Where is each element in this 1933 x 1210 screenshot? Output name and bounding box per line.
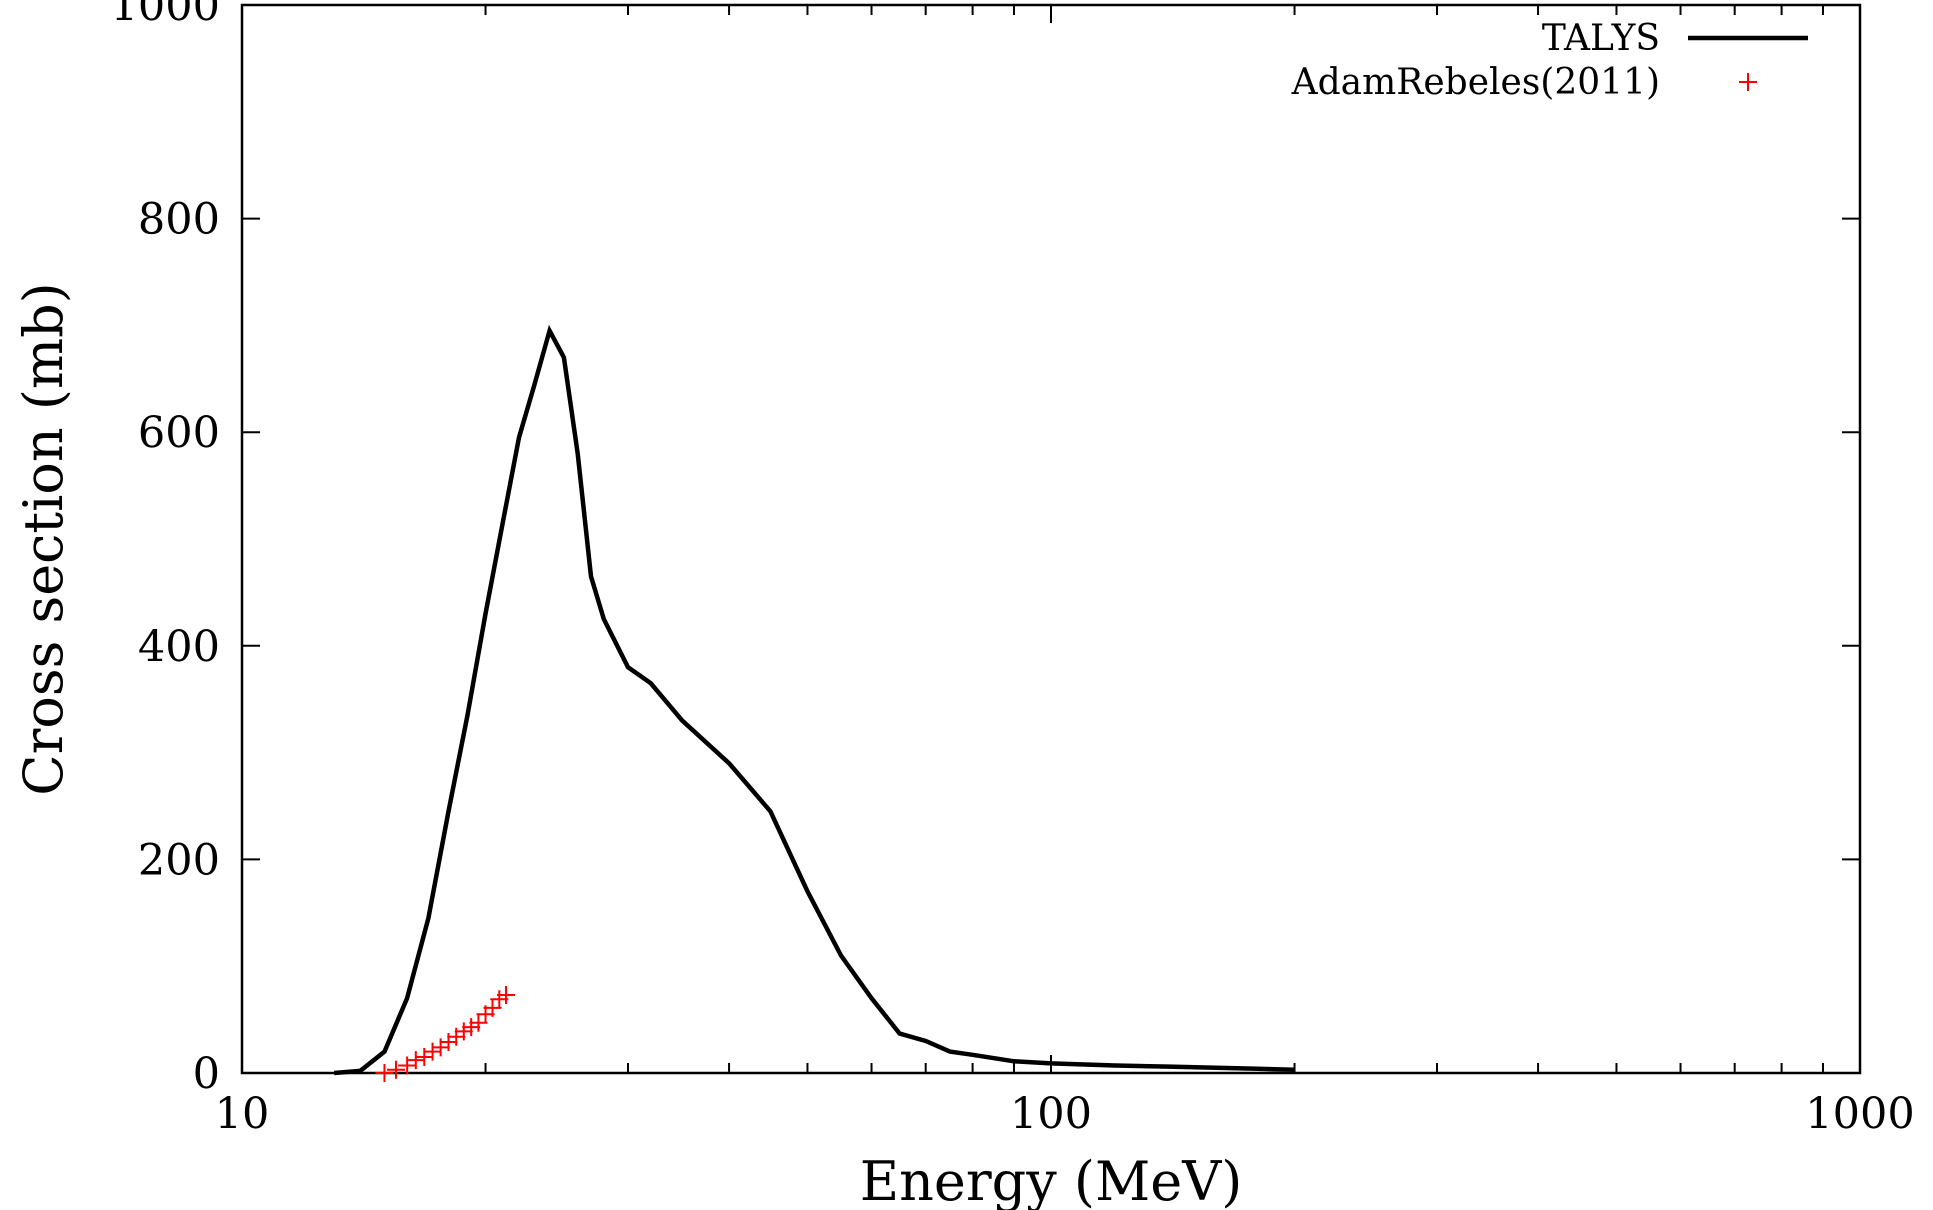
x-tick-label: 10 xyxy=(215,1089,270,1139)
y-tick-label: 800 xyxy=(138,195,220,245)
data-point-marker xyxy=(454,1022,473,1041)
y-tick-label: 400 xyxy=(138,622,220,672)
axis-ticks xyxy=(241,4,1861,1074)
data-point-marker xyxy=(406,1051,425,1070)
y-tick-label: 200 xyxy=(138,835,220,885)
legend-marker-sample xyxy=(1739,73,1757,91)
x-axis-title: Energy (MeV) xyxy=(860,1150,1243,1210)
y-tick-label: 600 xyxy=(138,408,220,458)
series-line-talys xyxy=(334,324,1295,1076)
x-tick-label: 1000 xyxy=(1805,1089,1914,1139)
y-axis-title: Cross section (mb) xyxy=(12,282,75,795)
data-point-marker xyxy=(375,1064,394,1082)
data-point-marker xyxy=(469,1013,488,1032)
y-tick-label: 1000 xyxy=(111,0,220,31)
data-point-marker xyxy=(462,1018,481,1037)
legend-label: TALYS xyxy=(1542,18,1660,59)
plot-frame xyxy=(240,3,1862,1075)
y-tick-label: 0 xyxy=(193,1049,220,1099)
data-point-marker xyxy=(386,1060,405,1079)
series-layer xyxy=(334,324,1295,1082)
legend-label: AdamRebeles(2011) xyxy=(1291,62,1660,103)
data-point-marker xyxy=(497,986,516,1005)
axis-tick-labels: 0 200 400 600 800 1000 10 100 1000 xyxy=(111,0,1915,1139)
data-point-marker xyxy=(423,1042,442,1061)
x-tick-label: 100 xyxy=(1010,1089,1092,1139)
